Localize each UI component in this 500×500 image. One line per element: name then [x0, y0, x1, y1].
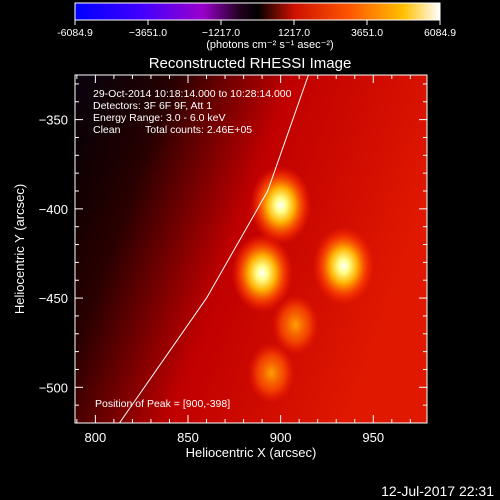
colorbar-tick-label: -6084.9 [57, 27, 93, 39]
emission-source-5 [247, 343, 295, 403]
annotation-detectors: Detectors: 3F 6F 9F, Att 1 [93, 100, 212, 112]
x-tick-label: 800 [85, 430, 107, 445]
annotation-energy: Energy Range: 3.0 - 6.0 keV [93, 112, 226, 124]
colorbar-tick-label: 3651.0 [351, 27, 383, 39]
annotation-total-counts: Total counts: 2.46E+05 [145, 124, 252, 136]
colorbar-tick-label: −1217.0 [202, 27, 240, 39]
footer-date: 12-Jul-2017 22:31 [381, 483, 494, 499]
annotation-peak: Position of Peak = [900,-398] [95, 398, 230, 410]
y-tick-label: −450 [39, 291, 68, 306]
colorbar-unit-label: (photons cm⁻² s⁻¹ asec⁻²) [206, 39, 333, 51]
y-axis-label: Heliocentric Y (arcsec) [12, 184, 27, 314]
annotation-time: 29-Oct-2014 10:18:14.000 to 10:28:14.000 [93, 88, 292, 100]
colorbar-tick-label: 1217.0 [278, 27, 310, 39]
dark-corner-region [75, 75, 265, 305]
colorbar-tick-label: −3651.0 [129, 27, 167, 39]
plot-frame [74, 74, 428, 424]
solar-limb-curve [119, 75, 309, 423]
x-tick-label: 850 [177, 430, 199, 445]
colorbar-tick-label: 6084.9 [424, 27, 456, 39]
y-tick-label: −400 [39, 202, 68, 217]
emission-source-3 [313, 226, 375, 306]
emission-source-2 [231, 233, 293, 313]
x-axis-label: Heliocentric X (arcsec) [186, 445, 317, 460]
axis-ticks: 800 850 900 950 −350 −400 −450 −500 [39, 75, 427, 445]
x-tick-label: 950 [362, 430, 384, 445]
y-tick-label: −350 [39, 113, 68, 128]
emission-source-4 [272, 294, 319, 355]
chart-title: Reconstructed RHESSI Image [149, 55, 352, 72]
annotation-clean: Clean [93, 124, 121, 136]
colorbar-ticks: -6084.9 −3651.0 −1217.0 1217.0 3651.0 6084.9 [57, 20, 456, 39]
colorbar [74, 2, 441, 21]
emission-source-1 [250, 166, 312, 245]
emission-sources [231, 166, 375, 403]
x-tick-label: 900 [270, 430, 292, 445]
image-area [75, 75, 427, 423]
y-tick-label: −500 [39, 380, 68, 395]
